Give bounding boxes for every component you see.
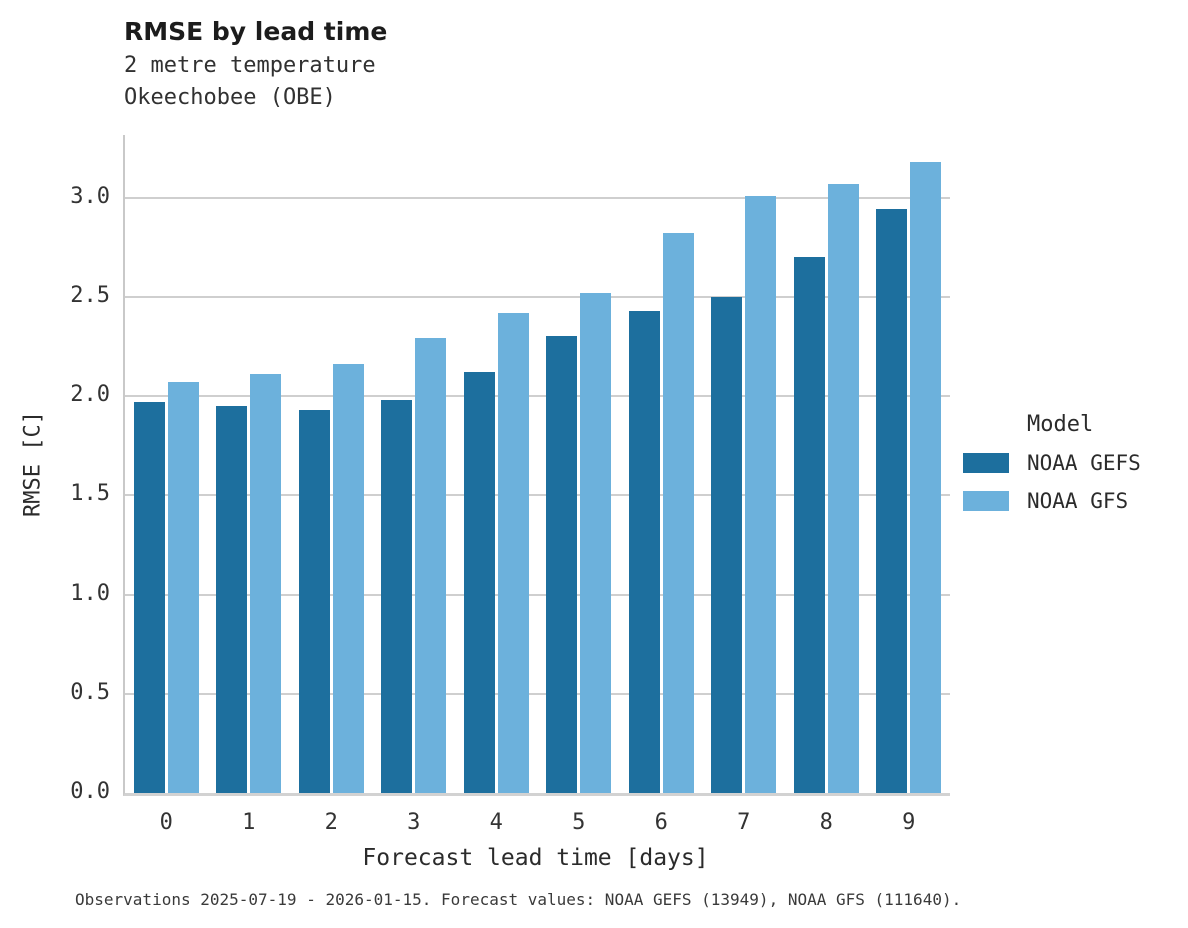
gridline-0.5 (125, 692, 950, 695)
gridline-1.0 (125, 593, 950, 596)
legend-label: NOAA GFS (1027, 489, 1129, 513)
gridline-2.5 (125, 295, 950, 298)
bar-noaa-gfs-day-7 (745, 196, 777, 793)
bar-group-day-0: 0 (125, 135, 208, 835)
bar-group-day-7: 7 (703, 135, 786, 835)
gridline-1.5 (125, 494, 950, 497)
bar-noaa-gfs-day-6 (662, 233, 694, 793)
x-tick-label-9: 9 (902, 810, 916, 835)
bar-group-day-2: 2 (290, 135, 373, 835)
chart-subtitle-station: Okeechobee (OBE) (124, 85, 336, 110)
y-axis-label: RMSE [C] (20, 411, 46, 517)
bar-noaa-gefs-day-7 (711, 297, 743, 793)
y-tick-label-3.0: 3.0 (70, 183, 110, 209)
x-tick-label-4: 4 (489, 810, 503, 835)
bar-noaa-gfs-day-3 (415, 338, 447, 793)
bar-group-day-8: 8 (785, 135, 868, 835)
x-tick-label-0: 0 (159, 810, 173, 835)
y-tick-label-0.0: 0.0 (70, 779, 110, 804)
gridline-3.0 (125, 196, 950, 199)
bar-groups: 0 1 2 3 4 5 6 7 8 9 (125, 135, 951, 835)
bar-group-day-6: 6 (620, 135, 703, 835)
chart-title: RMSE by lead time (124, 17, 388, 46)
plot-area: 0.0 0.5 1.0 1.5 2.0 2.5 3.0 0 1 2 3 4 5 6 7 8 9 (70, 135, 951, 835)
legend-item-noaa-gefs: NOAA GEFS (963, 451, 1141, 475)
bar-noaa-gfs-day-9 (910, 162, 942, 793)
gridline-2.0 (125, 395, 950, 398)
bar-noaa-gefs-day-2 (298, 410, 330, 793)
bar-noaa-gfs-day-8 (827, 184, 859, 793)
bar-noaa-gefs-day-8 (793, 257, 825, 793)
chart-subtitle-variable: 2 metre temperature (124, 53, 376, 78)
bar-noaa-gefs-day-9 (876, 209, 908, 793)
bar-noaa-gefs-day-1 (216, 406, 248, 793)
y-tick-label-0.5: 0.5 (70, 679, 110, 705)
legend-swatch-noaa-gfs (963, 491, 1009, 511)
legend-items: NOAA GEFS NOAA GFS (963, 451, 1141, 513)
x-axis-label: Forecast lead time [days] (362, 845, 709, 871)
legend-item-noaa-gfs: NOAA GFS (963, 489, 1141, 513)
bar-noaa-gefs-day-6 (628, 311, 660, 793)
bar-noaa-gfs-day-5 (580, 293, 612, 793)
x-tick-label-8: 8 (819, 810, 833, 835)
bar-noaa-gefs-day-0 (133, 402, 165, 793)
y-tick-label-1.5: 1.5 (70, 481, 110, 507)
x-tick-label-1: 1 (242, 810, 256, 835)
bar-noaa-gfs-day-2 (332, 364, 364, 793)
bar-group-day-1: 1 (208, 135, 291, 835)
bar-noaa-gfs-day-0 (167, 382, 199, 793)
bar-noaa-gfs-day-4 (497, 313, 529, 793)
x-tick-label-2: 2 (324, 810, 338, 835)
x-tick-label-3: 3 (407, 810, 421, 835)
caption-text: Observations 2025-07-19 - 2026-01-15. Fo… (75, 890, 962, 909)
chart-header: RMSE by lead time 2 metre temperature Ok… (124, 14, 387, 114)
x-tick-label-6: 6 (654, 810, 668, 835)
bar-noaa-gefs-day-4 (463, 372, 495, 793)
legend: Model NOAA GEFS NOAA GFS (963, 412, 1141, 527)
bar-group-day-3: 3 (373, 135, 456, 835)
x-tick-label-5: 5 (572, 810, 586, 835)
bar-group-day-5: 5 (538, 135, 621, 835)
y-tick-label-2.5: 2.5 (70, 282, 110, 308)
x-tick-label-7: 7 (737, 810, 751, 835)
bar-noaa-gfs-day-1 (250, 374, 282, 793)
y-tick-label-2.0: 2.0 (70, 382, 110, 408)
y-tick-label-1.0: 1.0 (70, 580, 110, 606)
bar-noaa-gefs-day-3 (381, 400, 413, 793)
bar-group-day-9: 9 (868, 135, 951, 835)
bar-group-day-4: 4 (455, 135, 538, 835)
legend-label: NOAA GEFS (1027, 451, 1141, 475)
legend-swatch-noaa-gefs (963, 453, 1009, 473)
bar-noaa-gefs-day-5 (546, 336, 578, 793)
legend-title: Model (1027, 412, 1094, 437)
